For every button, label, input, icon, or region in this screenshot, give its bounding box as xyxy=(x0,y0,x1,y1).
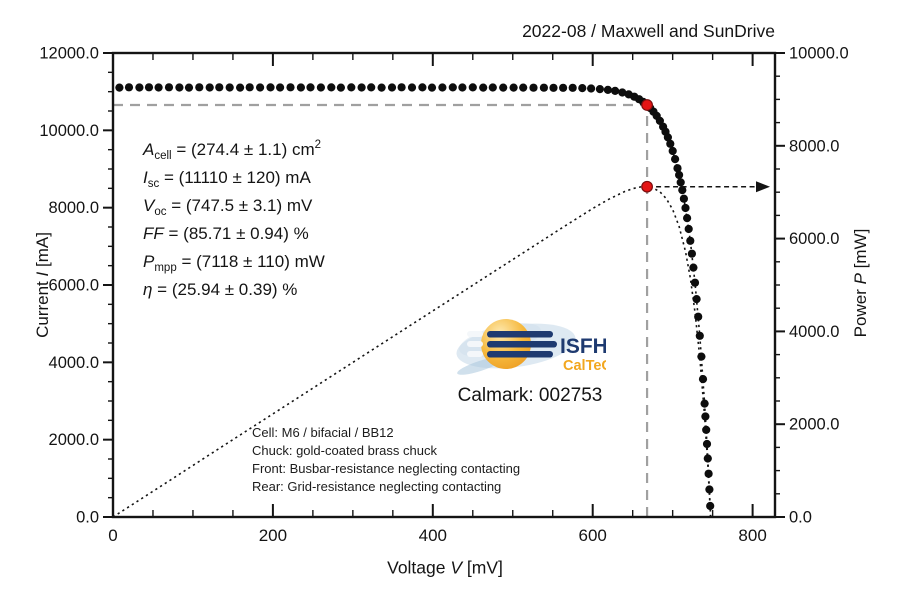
result-voc: Voc = (747.5 ± 3.1) mV xyxy=(143,196,313,218)
cell-description: Cell: M6 / bifacial / BB12 Chuck: gold-c… xyxy=(252,424,520,496)
series-iv-measured-points xyxy=(115,83,715,511)
svg-text:4000.0: 4000.0 xyxy=(789,323,839,341)
cell-line: Cell: M6 / bifacial / BB12 xyxy=(252,425,394,440)
result-area: Acell = (274.4 ± 1.1) cm2 xyxy=(143,139,322,162)
mpp-guides xyxy=(113,103,649,517)
result-ff: FF = (85.71 ± 0.94) % xyxy=(143,224,309,243)
mpp-point-iv xyxy=(641,99,653,111)
right-axis-ticks: 0.0 2000.0 4000.0 6000.0 8000.0 10000.0 xyxy=(775,45,849,527)
result-eta: η = (25.94 ± 0.39) % xyxy=(143,280,298,299)
svg-text:2000.0: 2000.0 xyxy=(789,416,839,434)
svg-text:12000.0: 12000.0 xyxy=(39,45,99,63)
mpp-point-power xyxy=(641,180,653,193)
calmark-number: Calmark: 002753 xyxy=(457,385,603,406)
bars-icon xyxy=(467,331,557,358)
svg-text:10000.0: 10000.0 xyxy=(39,122,99,140)
svg-text:2000.0: 2000.0 xyxy=(49,431,99,449)
svg-text:200: 200 xyxy=(259,526,287,545)
svg-text:0: 0 xyxy=(108,526,117,545)
svg-text:4000.0: 4000.0 xyxy=(49,354,99,372)
rear-contact-line: Rear: Grid-resistance neglecting contact… xyxy=(252,479,502,494)
svg-text:0.0: 0.0 xyxy=(789,509,812,527)
front-contact-line: Front: Busbar-resistance neglecting cont… xyxy=(252,461,521,476)
svg-text:8000.0: 8000.0 xyxy=(789,137,839,155)
left-axis-title: Current I [mA] xyxy=(33,232,52,338)
result-pmpp: Pmpp = (7118 ± 110) mW xyxy=(143,252,325,274)
svg-text:800: 800 xyxy=(738,526,766,545)
svg-text:10000.0: 10000.0 xyxy=(789,45,849,63)
chart-title: 2022-08 / Maxwell and SunDrive xyxy=(522,21,775,41)
series-power-curve xyxy=(112,185,712,518)
measurement-results: Acell = (274.4 ± 1.1) cm2 Isc = (11110 ±… xyxy=(143,131,325,299)
svg-text:6000.0: 6000.0 xyxy=(789,230,839,248)
left-axis-ticks: 0.0 2000.0 4000.0 6000.0 8000.0 10000.0 12000.… xyxy=(39,45,113,527)
x-axis-ticks: 0 200 400 600 800 xyxy=(108,53,767,545)
logo-name: ISFH xyxy=(560,335,606,358)
svg-text:600: 600 xyxy=(579,526,607,545)
svg-text:0.0: 0.0 xyxy=(76,509,99,527)
right-axis-title: Power P [mW] xyxy=(851,228,870,338)
x-axis-title: Voltage V [mV] xyxy=(387,557,503,578)
mpp-markers xyxy=(641,99,653,193)
result-isc: Isc = (11110 ± 120) mA xyxy=(143,168,311,190)
chuck-line: Chuck: gold-coated brass chuck xyxy=(252,443,437,458)
power-arrow xyxy=(656,181,770,193)
svg-text:6000.0: 6000.0 xyxy=(49,277,99,295)
svg-text:400: 400 xyxy=(419,526,447,545)
svg-text:8000.0: 8000.0 xyxy=(49,199,99,217)
